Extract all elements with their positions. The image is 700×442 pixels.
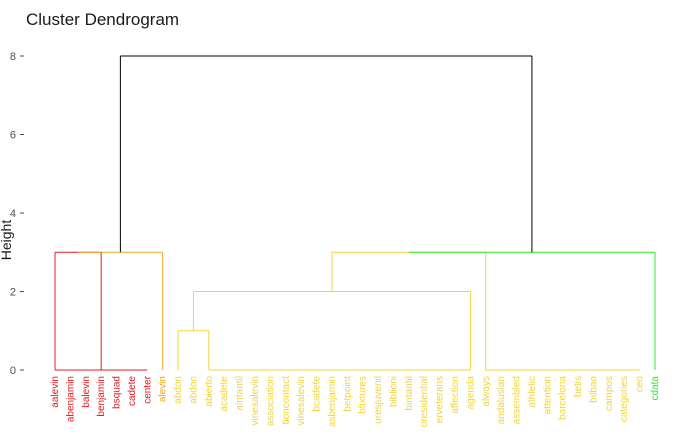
- leaf-label: abierto: [204, 376, 215, 407]
- leaf-label: campos: [604, 376, 615, 411]
- leaf-label: categories: [619, 376, 630, 422]
- leaf-label: bsquad: [112, 376, 123, 409]
- leaf-label: acadete: [219, 376, 230, 412]
- leaf-label: betpoint: [342, 376, 353, 412]
- leaf-label: abenjamin: [65, 376, 76, 422]
- y-axis: 0 2 4 6 8: [10, 51, 24, 377]
- leaf-label: balevin: [81, 376, 92, 408]
- leaf-label: vinesalevin: [250, 376, 261, 425]
- chart-title: Cluster Dendrogram: [26, 10, 180, 29]
- leaf-label: always: [481, 376, 492, 407]
- leaf-label: cadete: [127, 376, 138, 406]
- leaf-label: aintantil: [235, 376, 246, 410]
- leaf-label: cdata: [650, 376, 661, 401]
- leaf-label: center: [142, 375, 153, 403]
- y-tick-label: 8: [10, 51, 16, 63]
- leaf-label: tioncontact: [281, 376, 292, 425]
- leaf-label: bintantil: [404, 376, 415, 410]
- leaf-label: biblioni: [388, 376, 399, 407]
- leaf-label: uresjuvenil: [373, 376, 384, 424]
- leaf-label: barcelona: [558, 376, 569, 420]
- leaf-label: abdon: [173, 376, 184, 404]
- leaf-label: aalevin: [50, 376, 61, 408]
- leaf-label: athletic: [527, 376, 538, 408]
- leaf-label: erveterans: [435, 376, 446, 423]
- leaf-label: association: [265, 376, 276, 426]
- leaf-label: ceo: [635, 376, 646, 393]
- leaf-label: bfixtures: [358, 376, 369, 414]
- leaf-label: alevin: [158, 376, 169, 402]
- y-tick-label: 6: [10, 130, 16, 142]
- leaf-label: asbenjamin: [327, 376, 338, 427]
- leaf-labels: aalevin abenjamin balevin benjamin bsquad cad…: [50, 375, 661, 427]
- leaf-label: agenda: [465, 376, 476, 410]
- leaf-label: attention: [542, 376, 553, 414]
- y-tick-label: 4: [10, 208, 16, 220]
- leaf-label: oresidential: [419, 376, 430, 427]
- leaf-label: abdon: [188, 376, 199, 404]
- dendrogram-links: [54, 55, 656, 371]
- leaf-label: andalusian: [496, 376, 507, 424]
- leaf-label: assembled: [512, 376, 523, 424]
- leaf-label: bcadete: [312, 376, 323, 412]
- leaf-label: benjamin: [96, 376, 107, 417]
- y-tick-label: 2: [10, 287, 16, 299]
- leaf-label: affection: [450, 376, 461, 414]
- leaf-label: bilbao: [588, 376, 599, 403]
- leaf-label: vinesalevin: [296, 376, 307, 425]
- y-tick-label: 0: [10, 365, 16, 377]
- leaf-label: betis: [573, 376, 584, 397]
